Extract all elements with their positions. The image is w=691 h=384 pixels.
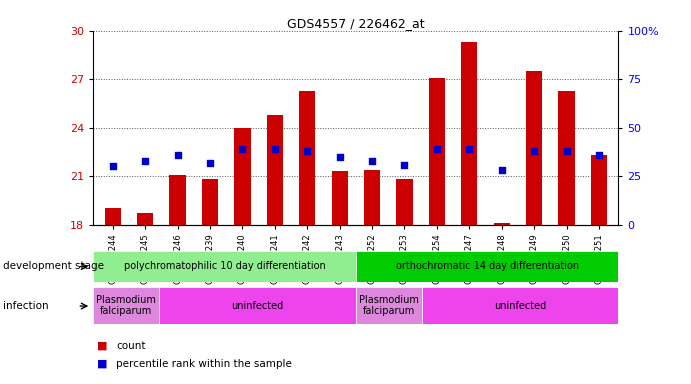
Point — [561, 148, 572, 154]
Point — [366, 157, 377, 164]
Bar — [591, 155, 607, 225]
Text: percentile rank within the sample: percentile rank within the sample — [116, 359, 292, 369]
Text: Plasmodium
falciparum: Plasmodium falciparum — [359, 295, 419, 316]
Text: count: count — [116, 341, 146, 351]
Text: ■: ■ — [97, 341, 107, 351]
Point — [529, 148, 540, 154]
Text: development stage: development stage — [3, 262, 104, 271]
Point — [107, 164, 118, 170]
Bar — [267, 115, 283, 225]
Point — [334, 154, 346, 160]
Point — [269, 146, 281, 152]
Point — [140, 157, 151, 164]
Bar — [422, 287, 618, 324]
Text: uninfected: uninfected — [231, 301, 283, 311]
Point — [302, 148, 313, 154]
Bar — [356, 251, 618, 282]
Bar — [397, 179, 413, 225]
Text: Plasmodium
falciparum: Plasmodium falciparum — [96, 295, 156, 316]
Bar — [137, 214, 153, 225]
Bar — [461, 42, 477, 225]
Bar — [202, 179, 218, 225]
Bar — [356, 287, 422, 324]
Point — [172, 152, 183, 158]
Point — [464, 146, 475, 152]
Point — [431, 146, 442, 152]
Text: ■: ■ — [97, 359, 107, 369]
Point — [399, 161, 410, 167]
Text: orthochromatic 14 day differentiation: orthochromatic 14 day differentiation — [395, 262, 579, 271]
Bar — [299, 91, 315, 225]
Point — [237, 146, 248, 152]
Text: uninfected: uninfected — [494, 301, 546, 311]
Bar — [104, 209, 121, 225]
Text: infection: infection — [3, 301, 49, 311]
Bar — [234, 128, 251, 225]
Bar — [558, 91, 575, 225]
Bar — [169, 175, 186, 225]
Title: GDS4557 / 226462_at: GDS4557 / 226462_at — [287, 17, 425, 30]
Bar — [493, 223, 510, 225]
Point — [496, 167, 507, 174]
Bar — [159, 287, 356, 324]
Bar — [526, 71, 542, 225]
Bar — [429, 78, 445, 225]
Text: polychromatophilic 10 day differentiation: polychromatophilic 10 day differentiatio… — [124, 262, 325, 271]
Point — [594, 152, 605, 158]
Point — [205, 159, 216, 166]
Bar — [332, 171, 348, 225]
Bar — [93, 251, 356, 282]
Bar — [364, 170, 380, 225]
Bar — [93, 287, 159, 324]
